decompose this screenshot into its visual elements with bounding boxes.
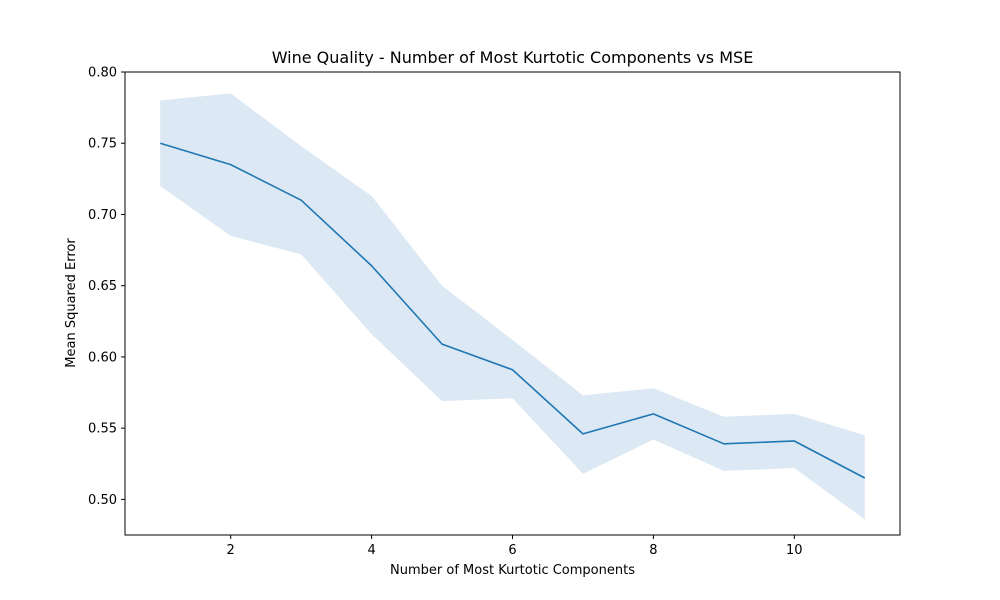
- y-tick-label: 0.60: [88, 350, 117, 365]
- y-tick-label: 0.70: [88, 208, 117, 223]
- plot-area: 2 4 6 8 10 0.50 0.55 0.60 0.65 0.70 0.75 0.80: [88, 66, 901, 558]
- x-tick-label: 6: [508, 543, 516, 558]
- y-tick-label: 0.65: [88, 279, 117, 294]
- confidence-band: [160, 93, 865, 520]
- x-tick-label: 2: [227, 543, 235, 558]
- y-axis-label: Mean Squared Error: [64, 238, 79, 368]
- y-tick-label: 0.75: [88, 137, 117, 152]
- series-line: [159, 142, 866, 479]
- chart-title: Wine Quality - Number of Most Kurtotic C…: [272, 48, 754, 67]
- x-axis-label: Number of Most Kurtotic Components: [390, 563, 635, 578]
- y-tick-label: 0.50: [88, 493, 117, 508]
- x-tick-label: 10: [786, 543, 803, 558]
- y-tick-label: 0.55: [88, 422, 117, 437]
- y-tick-label: 0.80: [88, 66, 117, 81]
- x-tick-label: 8: [649, 543, 657, 558]
- x-tick-label: 4: [367, 543, 375, 558]
